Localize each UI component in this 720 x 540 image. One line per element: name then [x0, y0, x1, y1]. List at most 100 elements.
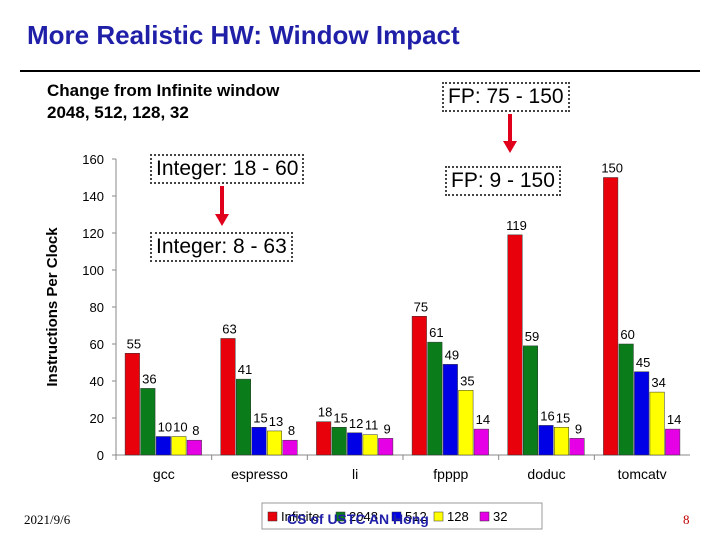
- bar-doduc-512: [538, 425, 554, 456]
- x-tick-label: fpppp: [433, 466, 468, 482]
- data-label: 14: [667, 412, 681, 427]
- bar-espresso-512: [251, 427, 267, 456]
- y-tick-label: 60: [90, 337, 104, 352]
- y-tick-label: 100: [82, 263, 104, 278]
- data-label: 15: [253, 410, 267, 425]
- bar-espresso-Infinite: [220, 338, 236, 456]
- data-label: 13: [269, 414, 283, 429]
- bar-doduc-2048: [523, 345, 538, 456]
- data-label: 12: [349, 416, 363, 431]
- bar-li-512: [347, 432, 363, 456]
- x-tick-label: tomcatv: [618, 466, 667, 482]
- bar-fpppp-128: [458, 390, 474, 456]
- legend-label: Infinite: [281, 509, 319, 524]
- bar-espresso-2048: [236, 378, 251, 456]
- data-label: 9: [384, 421, 391, 436]
- bar-espresso-128: [267, 430, 282, 456]
- data-label: 55: [127, 336, 141, 351]
- y-tick-label: 40: [90, 374, 104, 389]
- change-line-1: Change from Infinite window: [47, 81, 280, 100]
- bar-fpppp-Infinite: [411, 316, 427, 456]
- bar-doduc-128: [554, 427, 569, 456]
- data-label: 34: [651, 375, 665, 390]
- callout-fp-bottom: FP: 9 - 150: [445, 166, 561, 196]
- y-tick-label: 120: [82, 226, 104, 241]
- y-tick-label: 160: [82, 152, 104, 167]
- arrow-integer-head: [215, 214, 229, 226]
- page-number: 8: [683, 512, 690, 527]
- y-tick-label: 20: [90, 411, 104, 426]
- data-label: 8: [288, 423, 295, 438]
- legend-label: 128: [447, 509, 469, 524]
- bar-espresso-32: [282, 439, 298, 456]
- bar-tomcatv-32: [665, 428, 681, 456]
- data-label: 15: [556, 410, 570, 425]
- bar-li-128: [362, 434, 378, 456]
- data-label: 119: [506, 218, 527, 233]
- data-label: 9: [575, 421, 582, 436]
- legend-swatch-32: [479, 511, 490, 522]
- bar-gcc-2048: [140, 388, 156, 456]
- bar-li-2048: [331, 427, 347, 456]
- footer-course: CS of USTC AN Hong: [287, 511, 429, 527]
- legend-label: 512: [405, 509, 427, 524]
- y-axis-label: Instructions Per Clock: [44, 227, 61, 387]
- data-label: 15: [333, 410, 347, 425]
- x-tick-label: gcc: [153, 466, 175, 482]
- footer-date: 2021/9/6: [24, 512, 71, 527]
- legend-swatch-Infinite: [267, 511, 278, 522]
- legend-label: 2048: [349, 509, 378, 524]
- data-label: 75: [414, 299, 428, 314]
- arrow-fp-head: [503, 141, 517, 153]
- data-label: 41: [238, 362, 252, 377]
- legend-box: [261, 502, 543, 530]
- bar-gcc-128: [171, 436, 187, 456]
- x-tick-label: espresso: [231, 466, 288, 482]
- bar-tomcatv-Infinite: [603, 177, 619, 456]
- bar-gcc-Infinite: [124, 353, 140, 456]
- callout-integer-top: Integer: 18 - 60: [150, 154, 305, 184]
- bar-fpppp-512: [442, 364, 458, 456]
- y-tick-label: 0: [97, 448, 104, 463]
- bar-li-Infinite: [316, 421, 332, 456]
- arrow-integer-shaft: [220, 186, 224, 216]
- data-label: 63: [222, 321, 236, 336]
- arrow-fp-shaft: [508, 114, 512, 142]
- data-label: 150: [601, 161, 623, 176]
- bar-doduc-32: [569, 438, 585, 456]
- data-label: 35: [460, 373, 474, 388]
- slide-title: More Realistic HW: Window Impact: [27, 20, 460, 50]
- data-label: 18: [318, 405, 332, 420]
- data-label: 11: [365, 418, 379, 433]
- window-change-text: Change from Infinite window 2048, 512, 1…: [47, 80, 279, 124]
- title-underline: [20, 70, 700, 72]
- y-tick-label: 140: [82, 189, 104, 204]
- data-label: 10: [173, 420, 187, 435]
- callout-fp-top: FP: 75 - 150: [442, 82, 570, 112]
- data-label: 59: [525, 329, 539, 344]
- bar-tomcatv-512: [634, 371, 650, 456]
- data-label: 10: [158, 420, 172, 435]
- x-tick-label: li: [352, 466, 358, 482]
- bar-doduc-Infinite: [507, 234, 523, 456]
- change-line-2: 2048, 512, 128, 32: [47, 103, 189, 122]
- bar-fpppp-32: [473, 428, 489, 456]
- bar-li-32: [378, 438, 394, 456]
- data-label: 8: [192, 423, 199, 438]
- data-label: 14: [476, 412, 490, 427]
- data-label: 49: [445, 347, 459, 362]
- callout-integer-bottom: Integer: 8 - 63: [150, 232, 293, 262]
- data-label: 16: [540, 408, 554, 423]
- data-label: 36: [142, 371, 156, 386]
- x-tick-label: doduc: [527, 466, 565, 482]
- legend-swatch-2048: [335, 511, 346, 522]
- data-label: 60: [620, 327, 634, 342]
- bar-fpppp-2048: [427, 341, 443, 456]
- bar-tomcatv-128: [649, 391, 665, 456]
- data-label: 61: [429, 325, 443, 340]
- legend-swatch-128: [433, 511, 444, 522]
- bar-gcc-512: [155, 436, 171, 456]
- data-label: 45: [636, 355, 650, 370]
- bar-gcc-32: [186, 439, 202, 456]
